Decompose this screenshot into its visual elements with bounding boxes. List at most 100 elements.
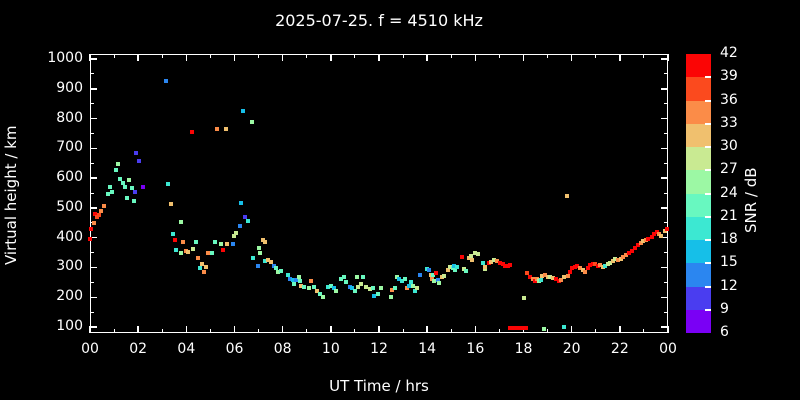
colorbar-tick-label: 30 xyxy=(720,138,738,154)
data-point xyxy=(257,250,262,255)
data-point xyxy=(483,264,488,269)
data-point xyxy=(632,245,637,250)
y-minor-tick xyxy=(90,73,94,75)
x-tick-label: 06 xyxy=(225,341,244,357)
y-major-tick xyxy=(90,207,97,209)
data-point xyxy=(183,249,188,254)
data-point xyxy=(392,286,397,291)
y-minor-tick xyxy=(90,281,94,283)
data-point xyxy=(307,286,312,291)
colorbar-segment xyxy=(686,216,711,240)
colorbar-boundary-tick xyxy=(705,262,711,265)
x-minor-tick xyxy=(306,329,308,333)
y-minor-tick xyxy=(90,252,94,254)
y-tick-label: 200 xyxy=(56,288,83,305)
data-point xyxy=(170,231,175,236)
data-point xyxy=(288,276,293,281)
y-minor-tick xyxy=(90,133,94,134)
data-point xyxy=(514,325,519,330)
data-point xyxy=(194,240,199,245)
x-major-tick xyxy=(330,326,332,333)
y-minor-tick xyxy=(90,103,94,105)
x-major-tick xyxy=(378,54,380,61)
x-tick-label: 20 xyxy=(562,341,581,357)
data-point xyxy=(436,281,441,286)
x-minor-tick xyxy=(402,54,404,58)
data-point xyxy=(260,237,265,242)
y-tick-label: 700 xyxy=(56,139,83,156)
x-major-tick xyxy=(89,54,91,61)
colorbar-tick-label: 9 xyxy=(720,300,729,317)
x-tick-label: 08 xyxy=(273,341,292,357)
data-point xyxy=(224,127,229,132)
data-point xyxy=(525,270,530,275)
data-point xyxy=(116,161,121,166)
data-point xyxy=(468,254,473,259)
data-point xyxy=(431,272,436,277)
data-point xyxy=(482,267,487,272)
y-major-tick xyxy=(90,88,97,90)
data-point xyxy=(539,277,544,282)
data-point xyxy=(249,120,254,125)
x-minor-tick xyxy=(402,329,404,333)
data-point xyxy=(347,284,352,289)
x-major-tick xyxy=(426,54,428,61)
y-major-tick xyxy=(661,147,668,150)
x-major-tick xyxy=(185,326,188,333)
data-point xyxy=(503,264,508,268)
data-point xyxy=(439,275,444,280)
colorbar-tick-label: 36 xyxy=(720,91,738,108)
data-point xyxy=(501,261,506,266)
data-point xyxy=(448,264,453,269)
data-point xyxy=(455,264,460,269)
data-point xyxy=(331,286,336,291)
x-minor-tick xyxy=(113,54,115,58)
data-point xyxy=(302,284,307,289)
colorbar-tick-label: 15 xyxy=(720,254,738,271)
data-point xyxy=(505,264,510,269)
y-major-tick xyxy=(90,147,97,150)
colorbar-boundary-tick xyxy=(705,146,711,148)
x-tick-label: 18 xyxy=(514,341,533,357)
data-point xyxy=(344,280,349,285)
colorbar-boundary-tick xyxy=(705,239,711,241)
colorbar-tick-label: 21 xyxy=(720,207,738,224)
x-minor-tick xyxy=(354,54,356,58)
x-tick-label: 02 xyxy=(129,341,148,357)
data-point xyxy=(268,259,273,264)
colorbar-tick-label: 27 xyxy=(720,161,738,178)
data-point xyxy=(409,280,414,285)
x-minor-tick xyxy=(209,54,211,58)
y-major-tick xyxy=(661,207,668,209)
x-minor-tick xyxy=(354,329,356,333)
data-point xyxy=(396,276,401,281)
y-minor-tick xyxy=(664,133,668,134)
y-minor-tick xyxy=(90,162,94,164)
colorbar-tick-label: 6 xyxy=(720,324,729,340)
data-point xyxy=(520,325,525,330)
data-point xyxy=(294,277,299,282)
data-point xyxy=(561,325,566,330)
data-point xyxy=(553,276,558,281)
y-tick-label: 500 xyxy=(56,198,83,215)
data-point xyxy=(98,208,103,213)
data-point xyxy=(326,284,331,289)
data-point xyxy=(469,258,474,263)
data-point xyxy=(585,266,590,271)
colorbar-segment xyxy=(686,147,711,171)
data-point xyxy=(312,284,317,289)
y-tick-label: 600 xyxy=(56,169,83,186)
y-minor-tick xyxy=(664,73,668,75)
data-point xyxy=(590,261,595,266)
x-tick-label: 00 xyxy=(81,341,99,357)
data-point xyxy=(378,286,383,291)
x-minor-tick xyxy=(595,54,597,58)
y-tick-label: 800 xyxy=(56,109,83,126)
data-point xyxy=(488,259,493,264)
data-point xyxy=(481,260,486,265)
x-minor-tick xyxy=(161,54,163,58)
x-tick-label: 10 xyxy=(321,341,340,357)
data-point xyxy=(580,268,585,273)
data-point xyxy=(523,325,528,330)
x-major-tick xyxy=(137,326,139,333)
